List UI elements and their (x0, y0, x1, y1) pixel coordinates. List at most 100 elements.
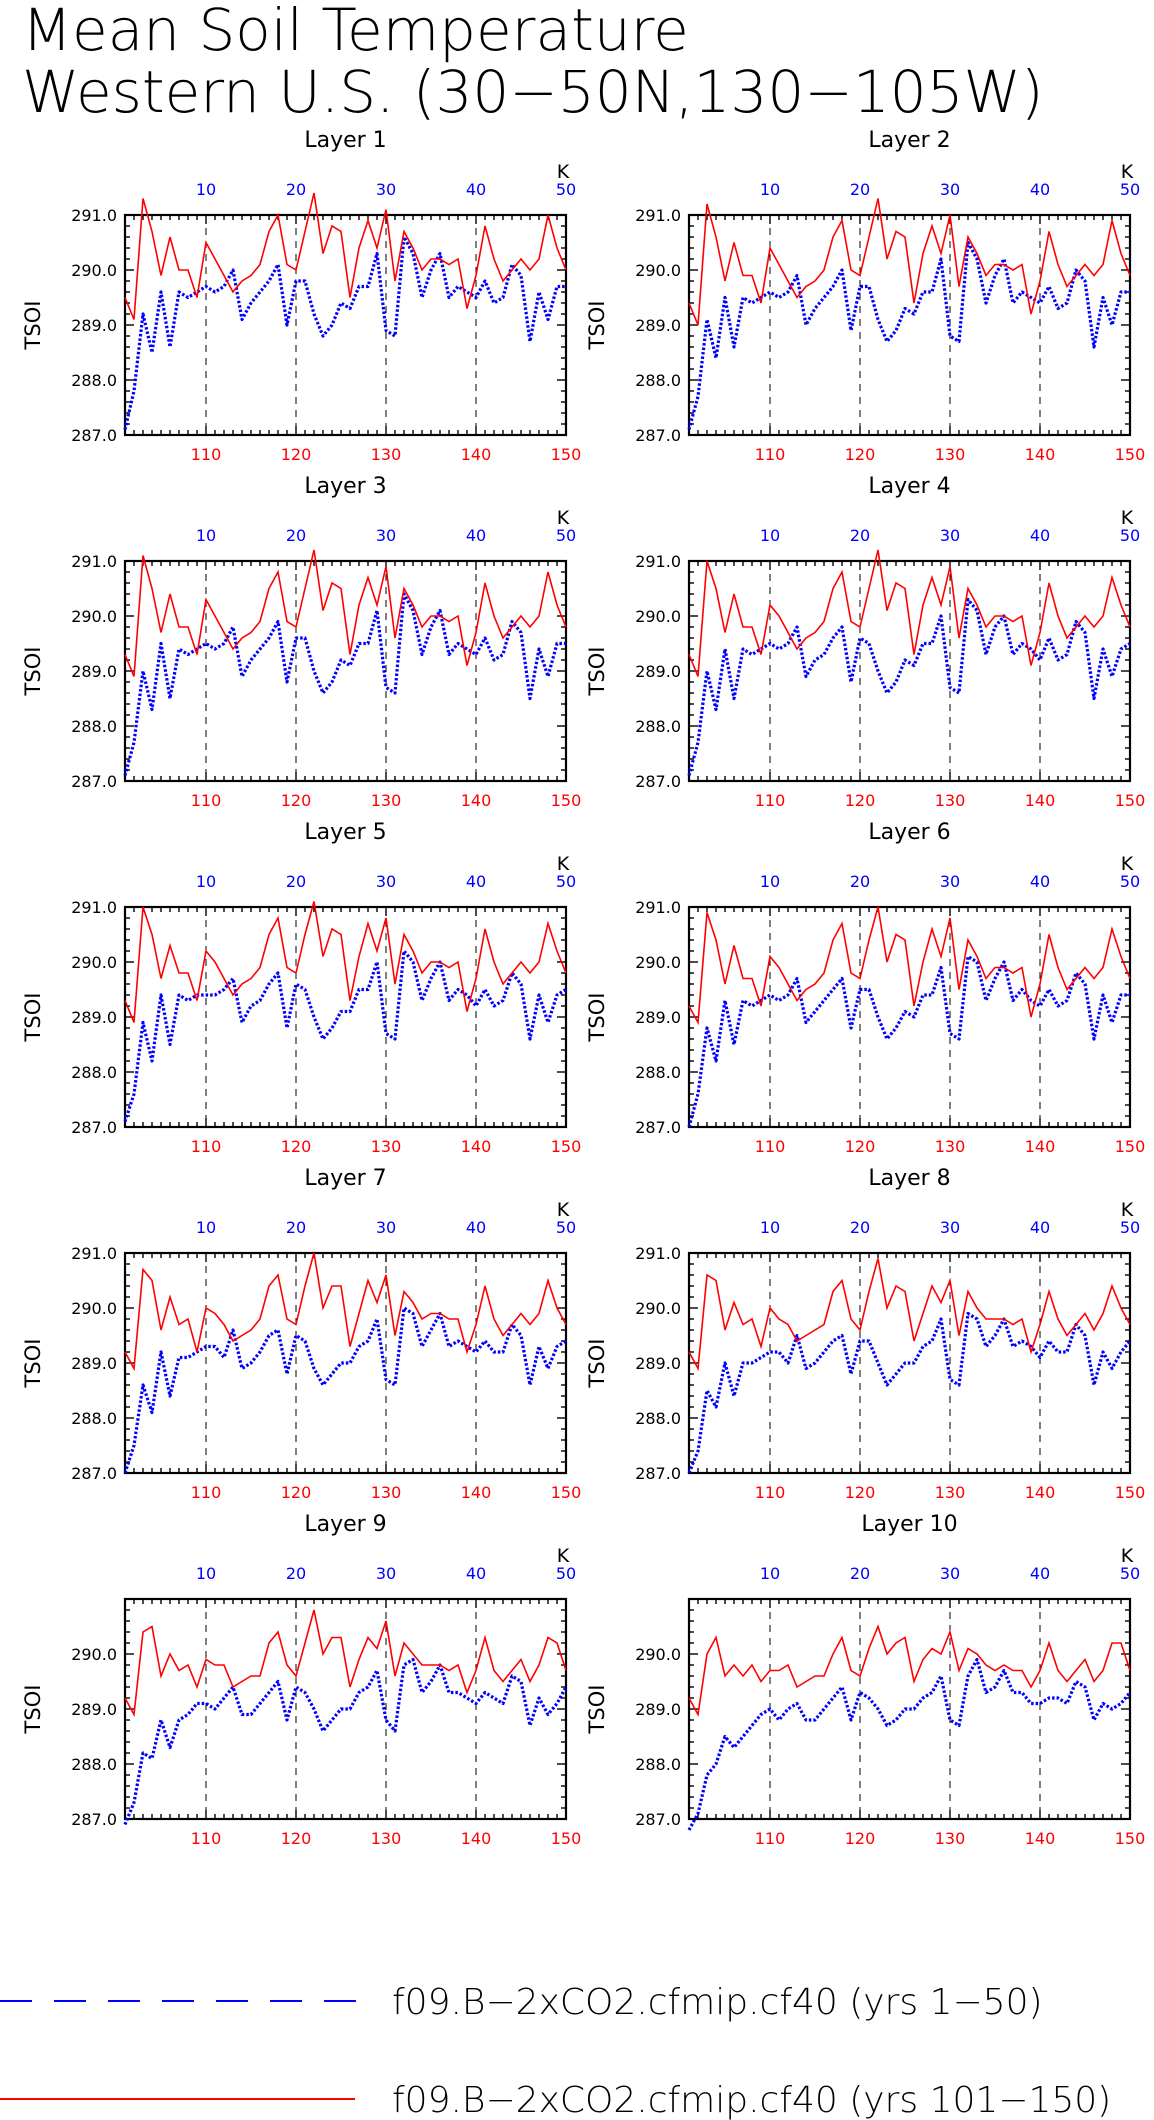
top-axis-label: K (1121, 161, 1134, 183)
top-tick-label: 20 (286, 1218, 306, 1237)
y-axis-label: TSOI (585, 301, 609, 351)
series-line-yrs-101-150 (689, 907, 1130, 1023)
bottom-tick-label: 110 (191, 1137, 222, 1156)
y-tick-label: 288.0 (635, 371, 681, 390)
y-tick-label: 290.0 (635, 1645, 681, 1664)
top-tick-label: 30 (940, 1564, 960, 1583)
top-tick-label: 20 (850, 1564, 870, 1583)
y-tick-label: 289.0 (635, 1354, 681, 1373)
y-tick-label: 288.0 (635, 1755, 681, 1774)
series-line-yrs-101-150 (125, 550, 566, 677)
top-axis-label: K (1121, 1199, 1134, 1221)
bottom-tick-label: 120 (845, 445, 876, 464)
bottom-tick-label: 150 (551, 1137, 582, 1156)
y-tick-label: 291.0 (71, 898, 117, 917)
panel-title: Layer 9 (304, 1512, 386, 1537)
top-tick-label: 30 (940, 180, 960, 199)
y-tick-label: 290.0 (71, 607, 117, 626)
panel-layer-4: Layer 4287.0288.0289.0290.0291.0110 120 13… (585, 474, 1145, 810)
y-tick-label: 291.0 (71, 552, 117, 571)
bottom-tick-label: 130 (935, 445, 966, 464)
bottom-tick-label: 130 (935, 1829, 966, 1848)
panel-layer-3: Layer 3287.0288.0289.0290.0291.0110 120 13… (21, 474, 581, 810)
bottom-tick-label: 150 (1115, 445, 1146, 464)
bottom-tick-label: 130 (935, 791, 966, 810)
top-tick-label: 10 (196, 180, 216, 199)
top-tick-label: 40 (1030, 1218, 1050, 1237)
bottom-tick-label: 130 (935, 1137, 966, 1156)
top-tick-label: 10 (760, 1564, 780, 1583)
panel-layer-2: Layer 2 287.0 288.0 289.0 290.0 291.0 110 120 13… (585, 128, 1145, 464)
top-tick-label: 20 (850, 180, 870, 199)
panel-title: Layer 10 (861, 1512, 957, 1537)
y-axis-label: TSOI (585, 993, 609, 1043)
y-tick-label: 287.0 (635, 1810, 681, 1829)
bottom-tick-label: 140 (461, 1483, 492, 1502)
bottom-tick-label: 110 (755, 1483, 786, 1502)
y-tick-label: 287.0 (71, 426, 117, 445)
y-tick-label: 288.0 (71, 371, 117, 390)
top-tick-label: 10 (196, 1218, 216, 1237)
legend-label-yrs-1-50: f09.B−2xCO2.cfmip.cf40 (yrs 1−50) (392, 1982, 1043, 2023)
y-tick-label: 290.0 (71, 1645, 117, 1664)
bottom-tick-label: 120 (281, 1829, 312, 1848)
bottom-tick-label: 130 (371, 1137, 402, 1156)
top-tick-label: 20 (286, 526, 306, 545)
bottom-tick-label: 140 (1025, 445, 1056, 464)
y-axis-label: TSOI (585, 1685, 609, 1735)
y-tick-label: 289.0 (71, 1008, 117, 1027)
top-tick-label: 20 (286, 180, 306, 199)
y-tick-label: 291.0 (635, 898, 681, 917)
y-axis-label: TSOI (21, 993, 45, 1043)
bottom-tick-label: 110 (755, 791, 786, 810)
top-tick-label: 10 (760, 872, 780, 891)
top-tick-label: 40 (466, 1564, 486, 1583)
y-tick-label: 289.0 (71, 316, 117, 335)
panel-title: Layer 4 (868, 474, 950, 499)
y-tick-label: 288.0 (635, 1409, 681, 1428)
bottom-tick-label: 120 (281, 791, 312, 810)
top-tick-label: 40 (466, 872, 486, 891)
y-tick-label: 287.0 (71, 1464, 117, 1483)
top-tick-label: 40 (466, 1218, 486, 1237)
figure-title-line-2: Western U.S. (30−50N,130−105W) (22, 58, 1044, 126)
top-axis-label: K (557, 1199, 570, 1221)
top-tick-label: 20 (850, 872, 870, 891)
bottom-tick-label: 120 (845, 1483, 876, 1502)
top-tick-label: 10 (760, 1218, 780, 1237)
bottom-tick-label: 150 (1115, 1829, 1146, 1848)
top-tick-label: 40 (1030, 872, 1050, 891)
panel-layer-1: Layer 1 287.0 288.0 289.0 290.0 291.0 110 120 13… (21, 128, 581, 464)
top-tick-label: 20 (286, 872, 306, 891)
y-tick-label: 287.0 (71, 1118, 117, 1137)
y-tick-label: 288.0 (71, 717, 117, 736)
y-tick-label: 288.0 (635, 1063, 681, 1082)
top-tick-label: 40 (1030, 180, 1050, 199)
panel-title: Layer 1 (304, 128, 386, 153)
series-line-yrs-1-50 (689, 1314, 1130, 1474)
top-tick-label: 30 (376, 526, 396, 545)
bottom-tick-label: 110 (191, 1829, 222, 1848)
bottom-tick-label: 140 (461, 1829, 492, 1848)
y-tick-label: 288.0 (635, 717, 681, 736)
figure-title-line-1: Mean Soil Temperature (22, 0, 689, 64)
series-line-yrs-1-50 (689, 1660, 1130, 1831)
y-axis-label: TSOI (585, 647, 609, 697)
top-axis-label: K (557, 161, 570, 183)
y-tick-label: 290.0 (71, 1299, 117, 1318)
bottom-tick-label: 150 (551, 1829, 582, 1848)
bottom-tick-label: 110 (191, 1483, 222, 1502)
bottom-tick-label: 150 (1115, 791, 1146, 810)
panel-title: Layer 2 (868, 128, 950, 153)
plot-frame (689, 561, 1130, 781)
y-axis-label: TSOI (21, 647, 45, 697)
panel-layer-8: Layer 8287.0288.0289.0290.0291.0110 120 13… (585, 1166, 1145, 1502)
panel-layer-5: Layer 5 287.0 288.0 289.0 290.0 291.0 110 120 13… (21, 820, 581, 1156)
panel-title: Layer 6 (868, 820, 950, 845)
plot-frame (125, 907, 566, 1127)
y-tick-label: 287.0 (635, 426, 681, 445)
y-tick-label: 288.0 (71, 1409, 117, 1428)
legend: f09.B−2xCO2.cfmip.cf40 (yrs 1−50) f09.B−… (0, 1982, 1111, 2120)
bottom-tick-label: 130 (935, 1483, 966, 1502)
y-axis-label: TSOI (21, 301, 45, 351)
